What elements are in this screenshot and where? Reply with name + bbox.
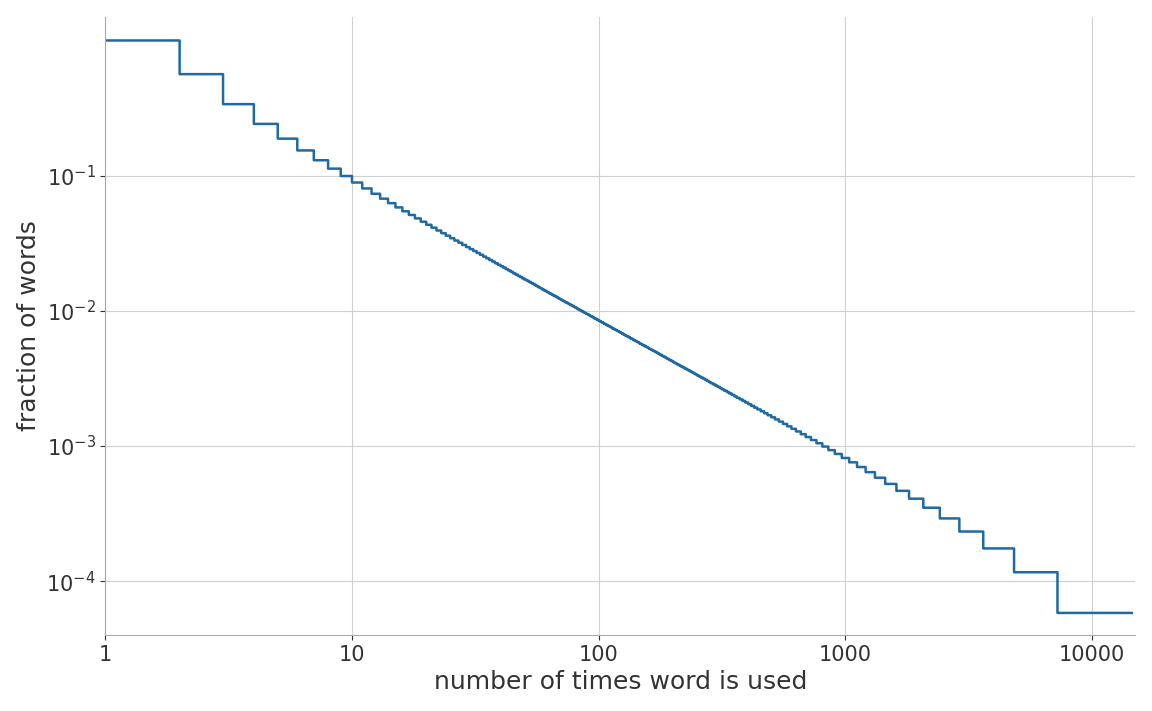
Y-axis label: fraction of words: fraction of words (16, 220, 40, 432)
X-axis label: number of times word is used: number of times word is used (433, 670, 808, 695)
